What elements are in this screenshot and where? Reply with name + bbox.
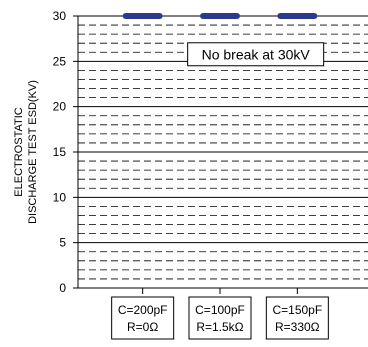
chart-grid bbox=[78, 24, 368, 280]
y-tick-label: 20 bbox=[53, 100, 67, 114]
y-tick-label: 15 bbox=[53, 145, 67, 159]
y-axis-label-line1: ELECTROSTATIC bbox=[13, 107, 25, 196]
y-tick-label: 0 bbox=[59, 281, 66, 295]
annotation-frame bbox=[187, 42, 325, 67]
annotation-text: No break at 30kV bbox=[202, 46, 311, 62]
y-tick-label: 10 bbox=[53, 190, 67, 204]
y-axis-label: ELECTROSTATIC DISCHARGE TEST ESD(KV) bbox=[13, 80, 39, 224]
category-label-line2: R=1.5kΩ bbox=[196, 320, 243, 334]
y-axis-label-line2: DISCHARGE TEST ESD(KV) bbox=[27, 80, 39, 224]
y-tick-label: 30 bbox=[53, 9, 67, 23]
category-label-line1: C=100pF bbox=[195, 303, 245, 317]
category-label-line2: R=330Ω bbox=[275, 320, 320, 334]
y-tick-label: 5 bbox=[59, 236, 66, 250]
y-tick-label: 25 bbox=[53, 54, 67, 68]
category-label-line1: C=150pF bbox=[272, 303, 322, 317]
category-label-line2: R=0Ω bbox=[127, 320, 158, 334]
y-tick-labels: 0 5 10 15 20 25 30 bbox=[53, 9, 67, 295]
category-box bbox=[111, 296, 175, 340]
annotation-box: No break at 30kV bbox=[187, 42, 325, 67]
category-labels: C=200pF R=0Ω C=100pF R=1.5kΩ C=150pF R=330Ω bbox=[111, 296, 329, 340]
category-box bbox=[265, 296, 329, 340]
category-label-line1: C=200pF bbox=[118, 303, 168, 317]
category-box bbox=[188, 296, 252, 340]
